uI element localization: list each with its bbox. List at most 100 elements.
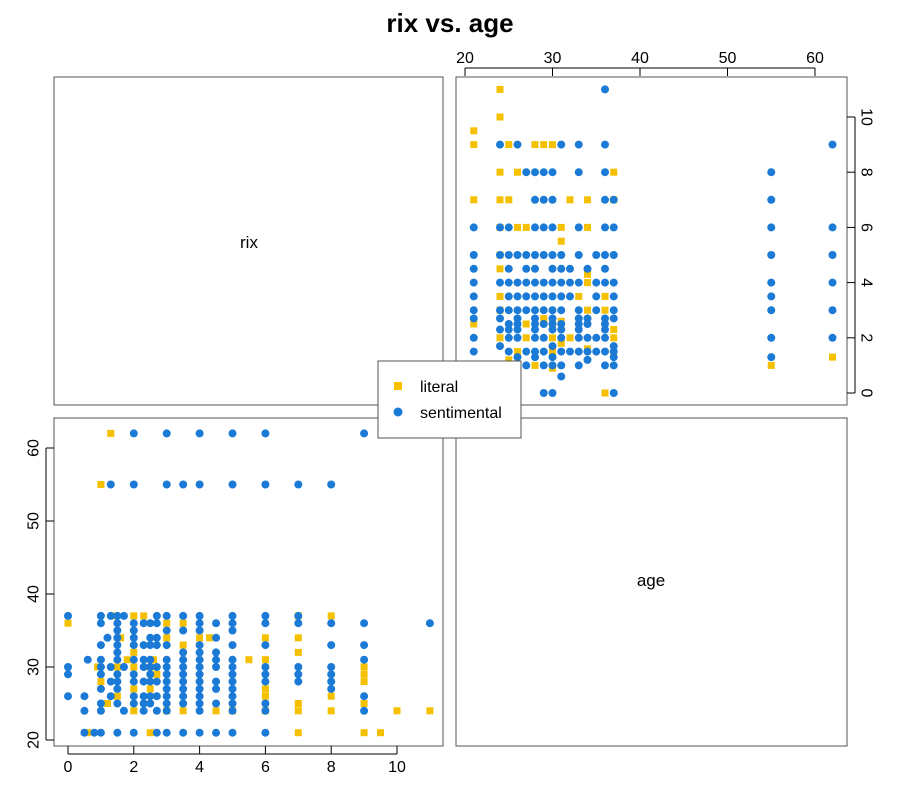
sentimental-point (828, 333, 837, 342)
sentimental-point (113, 641, 122, 650)
sentimental-point (96, 684, 105, 693)
sentimental-point (261, 663, 270, 671)
sentimental-point (469, 306, 478, 315)
age-tick-label-top: 20 (456, 50, 474, 67)
literal-point (505, 356, 513, 364)
sentimental-point (504, 292, 513, 301)
sentimental-point (152, 677, 161, 686)
sentimental-point (531, 314, 539, 323)
literal-point (205, 634, 213, 642)
sentimental-point (179, 655, 188, 664)
sentimental-point (767, 292, 776, 301)
literal-point (163, 634, 171, 642)
sentimental-point (548, 306, 557, 315)
rix-tick-label-bottom: 10 (388, 759, 406, 776)
sentimental-point (767, 195, 776, 204)
sentimental-point (228, 728, 237, 737)
sentimental-point (129, 670, 138, 679)
sentimental-point (609, 347, 618, 356)
sentimental-point (609, 342, 618, 351)
sentimental-point (574, 278, 583, 287)
sentimental-point (469, 292, 478, 301)
literal-point (584, 223, 591, 231)
sentimental-point (179, 699, 188, 708)
sentimental-point (113, 655, 122, 664)
sentimental-point (557, 361, 566, 370)
rix-tick-label-bottom: 4 (195, 759, 204, 776)
sentimental-point (228, 429, 237, 438)
sentimental-point (767, 333, 776, 342)
literal-point (767, 361, 775, 369)
sentimental-point (548, 292, 557, 301)
literal-point (179, 619, 187, 627)
sentimental-point (469, 347, 478, 356)
sentimental-point (212, 663, 221, 671)
sentimental-point (522, 347, 531, 356)
sentimental-point (574, 223, 583, 232)
literal-point (522, 223, 530, 231)
sentimental-point (601, 85, 609, 94)
sentimental-point (574, 333, 583, 342)
sentimental-point (228, 611, 237, 620)
sentimental-point (609, 195, 618, 204)
sentimental-point (531, 292, 539, 301)
literal-point (470, 127, 478, 135)
literal-point (140, 612, 148, 620)
sentimental-point (228, 692, 237, 701)
sentimental-point (601, 320, 609, 328)
sentimental-point (228, 663, 237, 671)
sentimental-point (152, 728, 161, 737)
sentimental-point (425, 619, 434, 628)
sentimental-point (548, 314, 557, 323)
literal-point (261, 692, 269, 700)
sentimental-point (522, 168, 531, 177)
sentimental-point (522, 264, 531, 273)
sentimental-point (139, 641, 148, 650)
sentimental-point (228, 626, 237, 635)
sentimental-point (327, 480, 336, 489)
literal-point (584, 270, 591, 278)
sentimental-point (609, 361, 618, 370)
literal-point (360, 670, 368, 678)
literal-point (163, 619, 171, 627)
literal-point (360, 729, 368, 737)
sentimental-point (539, 389, 548, 397)
sentimental-point (179, 692, 188, 701)
sentimental-point (539, 320, 548, 328)
sentimental-point (96, 619, 105, 628)
legend-literal-label: literal (420, 379, 458, 396)
sentimental-point (96, 611, 105, 620)
literal-point (327, 707, 335, 715)
sentimental-point (767, 251, 776, 259)
sentimental-point (767, 168, 776, 177)
sentimental-point (146, 641, 155, 650)
literal-point (496, 292, 504, 300)
sentimental-point (212, 728, 221, 737)
sentimental-point (195, 706, 204, 715)
sentimental-point (609, 278, 618, 287)
sentimental-point (574, 314, 583, 323)
literal-point (514, 223, 521, 231)
sentimental-point (513, 306, 522, 315)
sentimental-point (539, 278, 548, 287)
sentimental-point (261, 677, 270, 686)
literal-point (146, 729, 154, 737)
sentimental-point (113, 677, 122, 686)
sentimental-point (828, 278, 837, 287)
sentimental-point (513, 314, 522, 323)
sentimental-point (129, 429, 138, 438)
literal-point (470, 320, 478, 328)
sentimental-point (548, 168, 557, 177)
sentimental-point (103, 633, 112, 642)
age-tick-label-top: 30 (544, 50, 562, 67)
sentimental-point (469, 251, 478, 259)
sentimental-point (548, 320, 557, 328)
literal-point (130, 612, 138, 620)
sentimental-point (548, 342, 557, 351)
sentimental-point (195, 619, 204, 628)
sentimental-point (146, 692, 155, 701)
sentimental-point (592, 333, 601, 342)
literal-point (470, 196, 478, 204)
sentimental-point (469, 223, 478, 232)
